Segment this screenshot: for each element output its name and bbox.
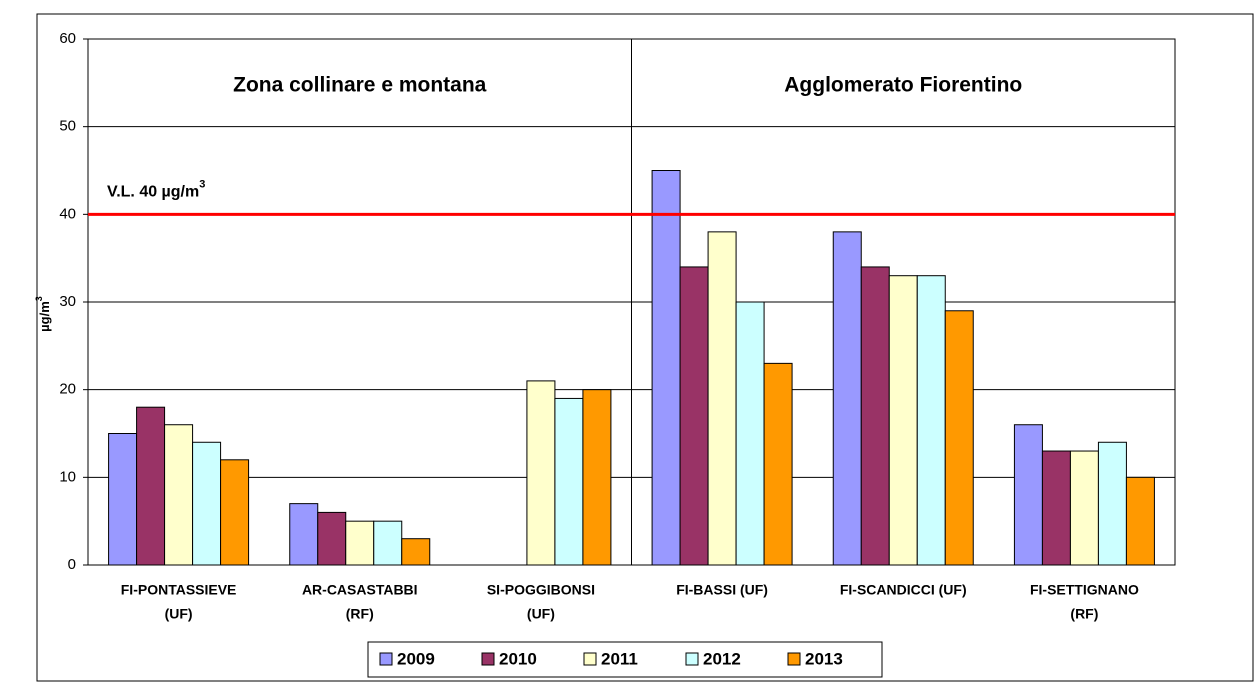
- bar: [916, 275, 946, 566]
- y-tick-label: 60: [59, 30, 76, 47]
- bar: [220, 459, 250, 566]
- reference-label: V.L. 40 µg/m3: [107, 178, 205, 200]
- bar: [317, 511, 347, 566]
- y-tick-label: 40: [59, 205, 76, 222]
- x-tick-label: FI-PONTASSIEVE: [121, 582, 237, 598]
- y-tick-label: 50: [59, 118, 76, 135]
- legend-label: 2013: [805, 649, 843, 668]
- zone-label: Agglomerato Fiorentino: [784, 74, 1022, 97]
- bar: [1125, 476, 1155, 566]
- bar: [651, 170, 681, 566]
- bar: [345, 520, 375, 566]
- x-tick-label: (RF): [346, 606, 374, 622]
- bar: [763, 362, 793, 566]
- bar: [289, 503, 319, 566]
- bar: [1069, 450, 1099, 566]
- y-tick-label: 10: [59, 468, 76, 485]
- bar: [707, 231, 737, 566]
- zone-label: Zona collinare e montana: [233, 74, 487, 97]
- bar: [582, 389, 612, 566]
- legend-label: 2012: [703, 649, 741, 668]
- x-tick-label: (UF): [527, 606, 555, 622]
- bar: [401, 538, 431, 566]
- reference-label-sup: 3: [199, 178, 205, 190]
- bar: [526, 380, 556, 566]
- legend-swatch: [685, 652, 699, 666]
- bar: [860, 266, 890, 566]
- bar: [373, 520, 403, 566]
- x-tick-label: FI-SCANDICCI (UF): [840, 582, 967, 598]
- legend-swatch: [379, 652, 393, 666]
- bar: [554, 397, 584, 566]
- x-tick-label: (RF): [1070, 606, 1098, 622]
- x-tick-label: FI-SETTIGNANO: [1030, 582, 1139, 598]
- legend-swatch: [787, 652, 801, 666]
- bar: [164, 424, 194, 566]
- y-axis-label: µg/m3: [34, 296, 52, 332]
- bar: [944, 310, 974, 566]
- x-tick-label: (UF): [165, 606, 193, 622]
- x-tick-label: SI-POGGIBONSI: [487, 582, 595, 598]
- bar: [1013, 424, 1043, 566]
- bar: [136, 406, 166, 566]
- legend-label: 2011: [601, 649, 638, 668]
- y-tick-label: 20: [59, 381, 76, 398]
- bar: [108, 433, 138, 566]
- y-tick-label: 30: [59, 293, 76, 310]
- legend-label: 2010: [499, 649, 537, 668]
- bar: [1041, 450, 1071, 566]
- y-axis-label-sup: 3: [34, 296, 44, 301]
- bar: [832, 231, 862, 566]
- reference-label-text: V.L. 40 µg/m: [107, 184, 199, 201]
- x-tick-label: AR-CASASTABBI: [302, 582, 418, 598]
- x-tick-label: FI-BASSI (UF): [676, 582, 768, 598]
- bar: [1097, 441, 1127, 566]
- legend-swatch: [583, 652, 597, 666]
- bar: [192, 441, 222, 566]
- bar: [888, 275, 918, 566]
- bar: [735, 301, 765, 566]
- legend-swatch: [481, 652, 495, 666]
- y-axis-label-text: µg/m: [37, 301, 52, 332]
- legend-label: 2009: [397, 649, 435, 668]
- chart-frame: [36, 13, 1254, 682]
- y-tick-label: 0: [68, 556, 76, 573]
- bar: [679, 266, 709, 566]
